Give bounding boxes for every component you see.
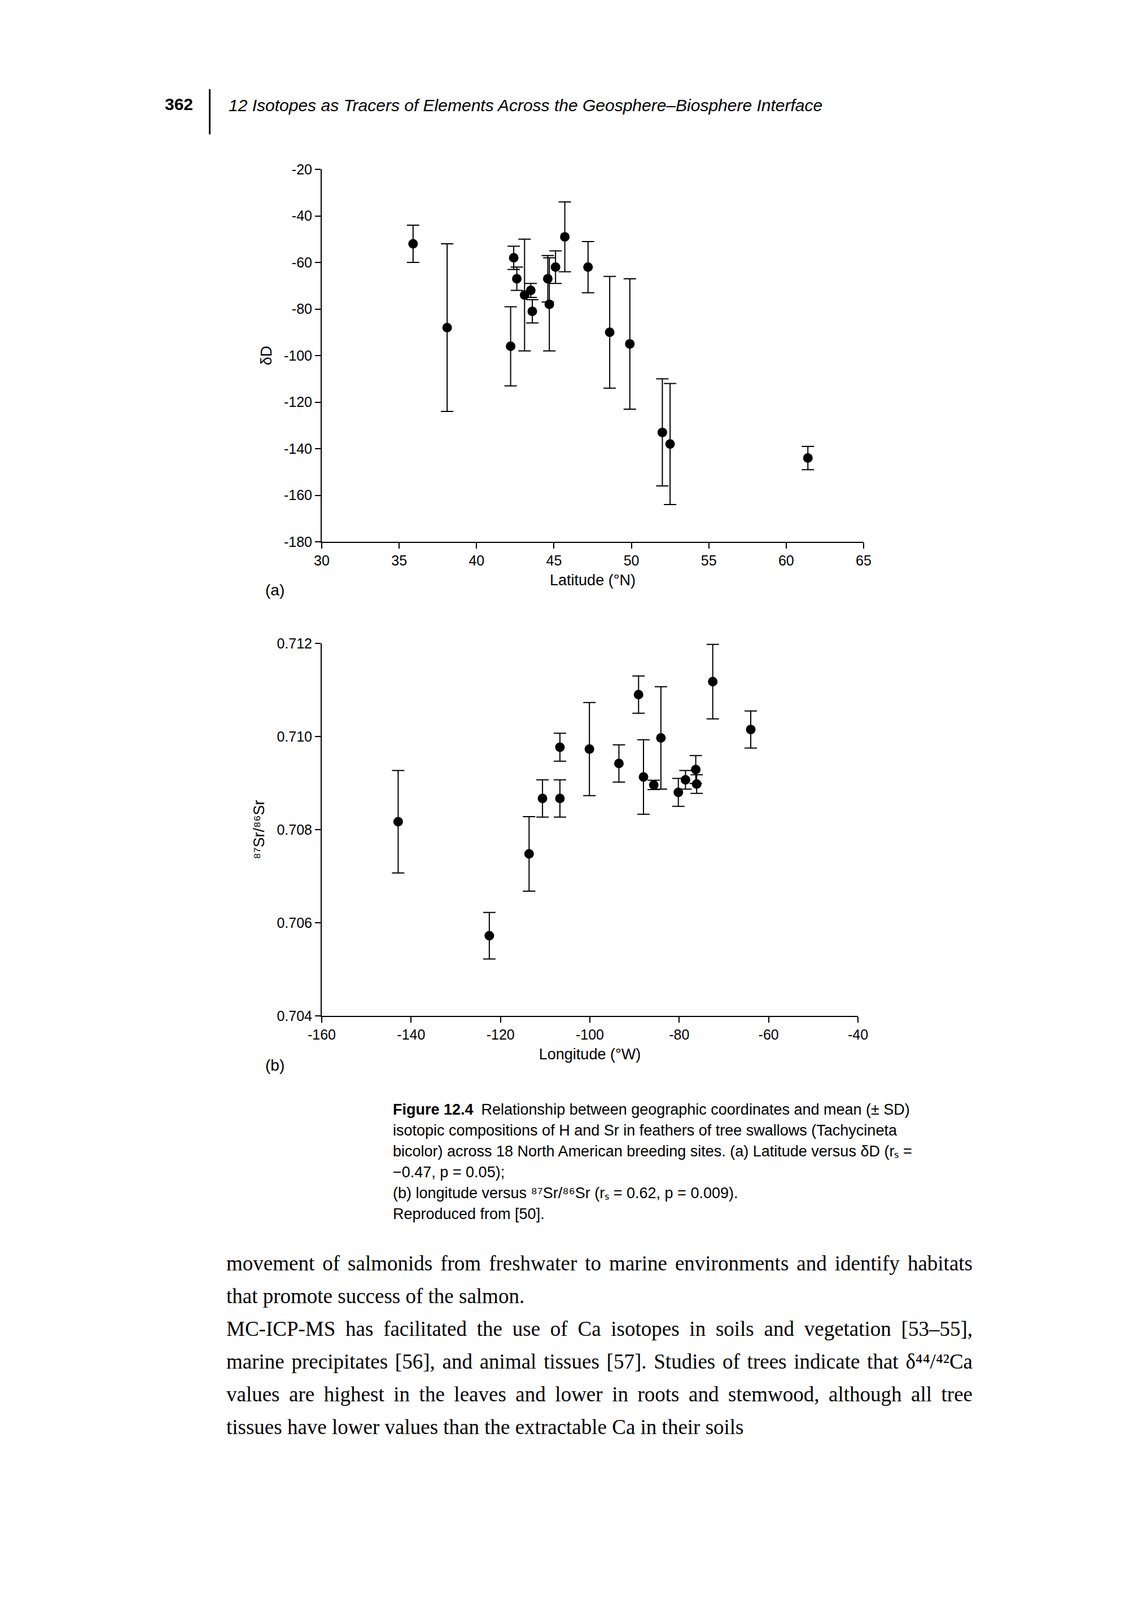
svg-text:0.704: 0.704 [276, 1008, 313, 1024]
html-text:Relationship between geographi: Relationship between geographic coordina… [392, 1101, 912, 1181]
svg-text:-40: -40 [291, 207, 313, 224]
html-text:movement of salmonids from fre: movement of salmonids from freshwater to… [226, 1251, 973, 1308]
svg-text:-80: -80 [291, 300, 313, 317]
html-text:(a): (a) [265, 581, 285, 599]
svg-text:35: 35 [391, 552, 407, 569]
svg-text:-140: -140 [283, 440, 313, 457]
html-text:Reproduced from [50].: Reproduced from [50]. [392, 1205, 545, 1223]
svg-text:-60: -60 [758, 1026, 779, 1043]
html-text:Figure 12.4: Figure 12.4 [392, 1101, 474, 1119]
svg-text:-120: -120 [486, 1026, 515, 1043]
svg-text:55: 55 [701, 552, 717, 569]
svg-text:Longitude (°W): Longitude (°W) [539, 1045, 641, 1063]
svg-text:0.706: 0.706 [276, 914, 313, 931]
html-text:MC-ICP-MS has facilitated the: MC-ICP-MS has facilitated the use of Ca … [226, 1317, 973, 1439]
svg-text:-40: -40 [847, 1026, 869, 1043]
svg-text:-160: -160 [307, 1026, 336, 1043]
svg-text:-20: -20 [291, 161, 313, 178]
svg-text:-120: -120 [283, 393, 313, 410]
svg-text:40: 40 [468, 552, 485, 569]
svg-text:-140: -140 [396, 1026, 426, 1043]
html-text:362: 362 [164, 94, 194, 114]
html-text:(b): (b) [265, 1056, 285, 1075]
svg-text:30: 30 [313, 552, 330, 569]
svg-text:δD: δD [257, 346, 275, 366]
svg-text:50: 50 [623, 552, 640, 569]
svg-text:0.712: 0.712 [276, 635, 313, 652]
svg-text:45: 45 [546, 552, 563, 569]
svg-text:0.708: 0.708 [276, 821, 313, 838]
html-text:12 Isotopes as Tracers of Elem: 12 Isotopes as Tracers of Elements Acros… [228, 95, 823, 115]
svg-text:-60: -60 [291, 254, 313, 271]
svg-text:0.710: 0.710 [276, 728, 313, 745]
svg-text:Latitude (°N): Latitude (°N) [549, 571, 636, 589]
svg-text:-180: -180 [283, 533, 313, 550]
svg-text:65: 65 [855, 552, 872, 569]
svg-text:-100: -100 [283, 347, 313, 364]
svg-text:-160: -160 [283, 487, 313, 503]
svg-text:⁸⁷Sr/⁸⁶Sr: ⁸⁷Sr/⁸⁶Sr [250, 799, 268, 860]
svg-text:60: 60 [778, 552, 795, 569]
svg-text:-100: -100 [575, 1026, 604, 1043]
svg-text:-80: -80 [668, 1026, 690, 1043]
html-text:(b) longitude versus ⁸⁷Sr/⁸⁶Sr: (b) longitude versus ⁸⁷Sr/⁸⁶Sr (rₛ = 0.6… [392, 1184, 739, 1202]
